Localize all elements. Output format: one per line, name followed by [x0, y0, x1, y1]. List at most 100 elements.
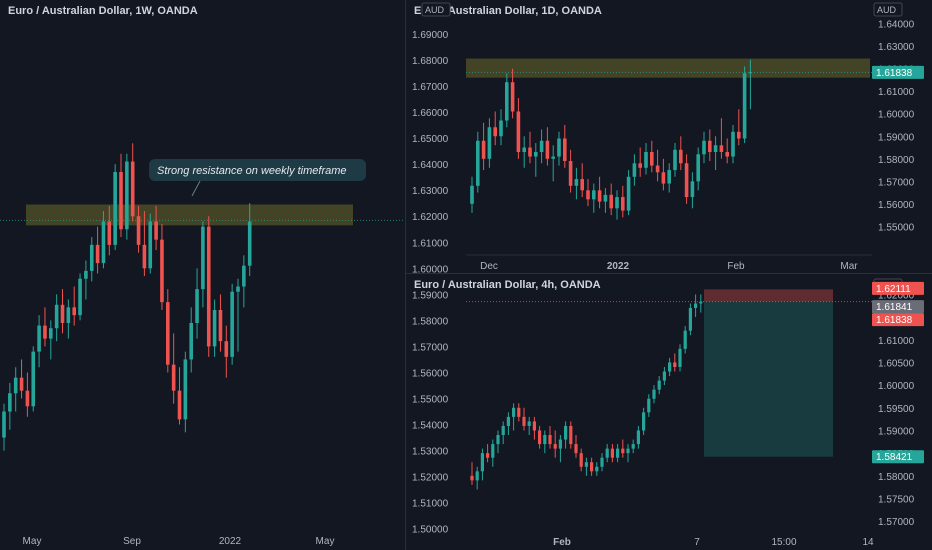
- daily-chart-title: Euro / Australian Dollar, 1D, OANDA: [414, 5, 602, 17]
- take-profit-zone[interactable]: [704, 301, 833, 457]
- stop-loss-zone[interactable]: [704, 289, 833, 302]
- weekly-currency-badge-bg: [421, 2, 451, 17]
- h4-candle-body: [512, 407, 516, 417]
- weekly-y-tick-label: 1.55000: [412, 395, 449, 406]
- weekly-y-tick-label: 1.61000: [412, 238, 449, 249]
- weekly-resistance-zone[interactable]: [26, 204, 353, 226]
- daily-y-tick-label: 1.56000: [878, 200, 915, 211]
- daily-currency-badge: AUD: [877, 5, 897, 15]
- daily-candle-body: [499, 120, 503, 137]
- h4-y-tick-label: 1.57500: [878, 495, 915, 506]
- weekly-candle-body: [142, 244, 147, 269]
- daily-candle-body: [563, 138, 567, 162]
- daily-x-tick-label: Mar: [840, 261, 858, 272]
- daily-candle-body: [731, 131, 735, 157]
- h4-candle-body: [569, 425, 573, 445]
- h4-chart-pane[interactable]: 1.620001.615001.610001.605001.600001.595…: [406, 274, 932, 550]
- daily-x-tick-label: 2022: [607, 261, 630, 272]
- h4-candle-body: [491, 444, 495, 458]
- weekly-candle-body: [31, 351, 36, 407]
- h4-candle-body: [574, 444, 578, 454]
- daily-candle-body: [742, 73, 747, 139]
- h4-candle-body: [584, 462, 588, 467]
- daily-candle-body: [661, 172, 666, 184]
- h4-chart-title: Euro / Australian Dollar, 4h, OANDA: [414, 279, 601, 291]
- weekly-candle-body: [130, 161, 135, 217]
- weekly-candle-body: [247, 221, 252, 266]
- daily-candle-body: [708, 140, 712, 153]
- daily-candle-body: [510, 82, 515, 112]
- weekly-candle-body: [8, 393, 12, 412]
- daily-candle-body: [539, 140, 544, 153]
- weekly-candle-body: [206, 226, 211, 347]
- weekly-currency-badge: AUD: [425, 5, 445, 15]
- h4-y-tick-label: 1.60500: [878, 358, 915, 369]
- h4-candle-body: [532, 421, 536, 431]
- h4-last-price-label-bg: [872, 313, 924, 327]
- h4-target-price-label-bg: [872, 450, 924, 464]
- h4-stop-price-label: 1.62111: [876, 284, 911, 295]
- weekly-candle-body: [183, 359, 188, 420]
- weekly-candle-body: [72, 307, 76, 316]
- pane-divider-horizontal[interactable]: [406, 273, 932, 274]
- daily-candle-body: [638, 163, 642, 168]
- h4-x-tick-label: Feb: [553, 537, 571, 548]
- weekly-candle-body: [2, 411, 6, 438]
- weekly-candle-body: [60, 304, 65, 323]
- weekly-y-tick-label: 1.53000: [412, 447, 449, 458]
- daily-chart-pane[interactable]: 1.64000 1.63000 1.62000 1.61000 1.60000 1.590…: [406, 0, 932, 273]
- daily-candle-body: [690, 181, 695, 198]
- weekly-x-tick-label: 2022: [219, 536, 242, 547]
- h4-candle-body: [678, 348, 682, 367]
- weekly-candle-body: [89, 244, 94, 271]
- weekly-chart-pane[interactable]: Strong resistance on weekly timeframe May…: [0, 0, 405, 550]
- daily-last-price-label-bg: [872, 65, 924, 79]
- daily-candle-body: [609, 194, 613, 209]
- annotation-bubble[interactable]: [149, 159, 366, 181]
- weekly-y-tick-label: 1.65000: [412, 134, 449, 145]
- daily-candle-body: [481, 140, 486, 159]
- h4-y-tick-label: 1.61000: [878, 336, 915, 347]
- weekly-candle-body: [171, 364, 176, 391]
- weekly-candle-body: [25, 390, 30, 407]
- daily-candle-body: [505, 82, 509, 121]
- daily-candle-body: [737, 131, 741, 139]
- daily-candle-body: [725, 152, 729, 157]
- h4-chart[interactable]: 1.620001.615001.610001.605001.600001.595…: [406, 274, 932, 550]
- daily-candle-body: [545, 140, 550, 159]
- h4-candle-body: [699, 301, 703, 304]
- h4-candle-body: [538, 430, 542, 445]
- weekly-y-tick-label: 1.52000: [412, 473, 449, 484]
- daily-chart[interactable]: 1.64000 1.63000 1.62000 1.61000 1.60000 1.590…: [406, 0, 932, 273]
- daily-currency-badge-bg: [873, 2, 903, 17]
- weekly-candle-body: [54, 304, 59, 329]
- weekly-y-tick-label: 1.69000: [412, 30, 449, 41]
- h4-candle-body: [590, 462, 594, 472]
- daily-resistance-zone[interactable]: [466, 58, 870, 78]
- h4-candle-body: [558, 439, 562, 449]
- daily-candle-body: [696, 154, 700, 182]
- daily-y-tick-label: 1.64000: [878, 20, 915, 31]
- weekly-candle-body: [113, 171, 117, 245]
- h4-candle-body: [564, 425, 568, 440]
- daily-candle-body: [667, 170, 671, 184]
- h4-candle-body: [683, 330, 687, 349]
- h4-candle-body: [605, 448, 609, 458]
- daily-candle-body: [568, 161, 573, 186]
- weekly-candle-body: [19, 377, 24, 391]
- weekly-price-axis[interactable]: 1.69000 1.68000 1.67000 1.66000 1.65000 1.640…: [408, 0, 478, 550]
- weekly-candle-body: [101, 221, 106, 264]
- h4-entry-price-label-bg: [872, 300, 924, 314]
- weekly-y-tick-label: 1.64000: [412, 160, 449, 171]
- h4-stop-price-label-bg: [872, 281, 924, 295]
- weekly-chart[interactable]: Strong resistance on weekly timeframe May…: [0, 0, 405, 550]
- h4-y-tick-label: 1.59500: [878, 404, 915, 415]
- weekly-candle-body: [189, 322, 193, 360]
- weekly-y-tick-label: 1.68000: [412, 56, 449, 67]
- h4-candle-body: [527, 421, 531, 426]
- h4-candle-body: [657, 380, 661, 390]
- weekly-y-tick-label: 1.59000: [412, 290, 449, 301]
- weekly-candle-body: [119, 171, 123, 230]
- pane-divider-vertical[interactable]: [405, 0, 406, 550]
- weekly-candle-body: [166, 302, 170, 365]
